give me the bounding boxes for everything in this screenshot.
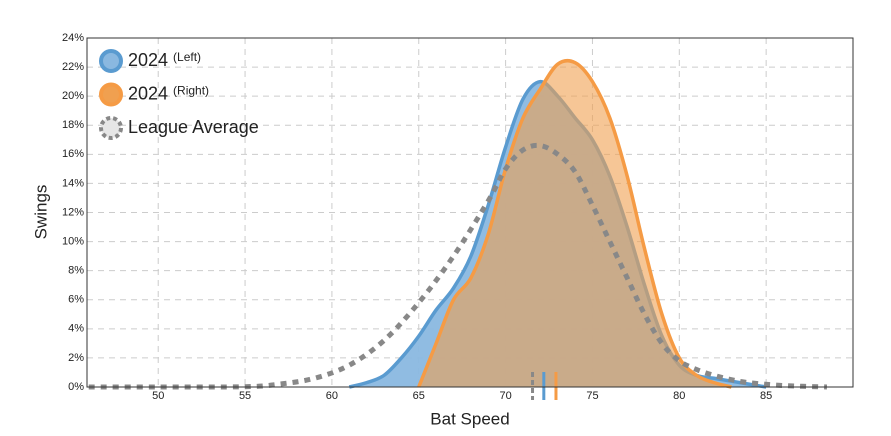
- legend-qualifier: (Left): [173, 50, 201, 64]
- y-tick-label: 24%: [62, 32, 84, 44]
- y-tick-label: 20%: [62, 90, 84, 102]
- legend-name: 2024: [128, 83, 168, 103]
- x-tick-label: 70: [499, 390, 511, 402]
- y-axis-title: Swings: [31, 185, 50, 240]
- x-tick-label: 75: [586, 390, 598, 402]
- y-tick-label: 16%: [62, 148, 84, 160]
- legend-label: League Average: [128, 117, 259, 137]
- y-tick-label: 4%: [68, 323, 84, 335]
- x-tick-label: 55: [239, 390, 251, 402]
- legend-label: 2024 (Left): [128, 50, 201, 70]
- y-tick-label: 2%: [68, 352, 84, 364]
- legend-qualifier: (Right): [173, 84, 209, 98]
- x-tick-label: 50: [152, 390, 164, 402]
- y-tick-label: 22%: [62, 61, 84, 73]
- density-area: [418, 60, 732, 387]
- legend-marker: [99, 116, 123, 140]
- y-tick-label: 10%: [62, 235, 84, 247]
- y-tick-label: 18%: [62, 119, 84, 131]
- y-tick-label: 12%: [62, 206, 84, 218]
- y-tick-label: 6%: [68, 294, 84, 306]
- plot-frame: [86, 37, 854, 388]
- x-axis-title: Bat Speed: [430, 409, 509, 428]
- y-tick-label: 0%: [68, 381, 84, 393]
- legend-name: 2024: [128, 50, 168, 70]
- y-tick-label: 8%: [68, 265, 84, 277]
- legend-marker: [99, 49, 123, 73]
- legend-label: 2024 (Right): [128, 83, 209, 103]
- x-tick-label: 80: [673, 390, 685, 402]
- density-line: [88, 142, 828, 390]
- legend-marker: [99, 82, 123, 107]
- x-tick-label: 85: [760, 390, 772, 402]
- legend-name: League Average: [128, 117, 259, 137]
- x-tick-label: 65: [413, 390, 425, 402]
- x-tick-label: 60: [326, 390, 338, 402]
- y-tick-label: 14%: [62, 177, 84, 189]
